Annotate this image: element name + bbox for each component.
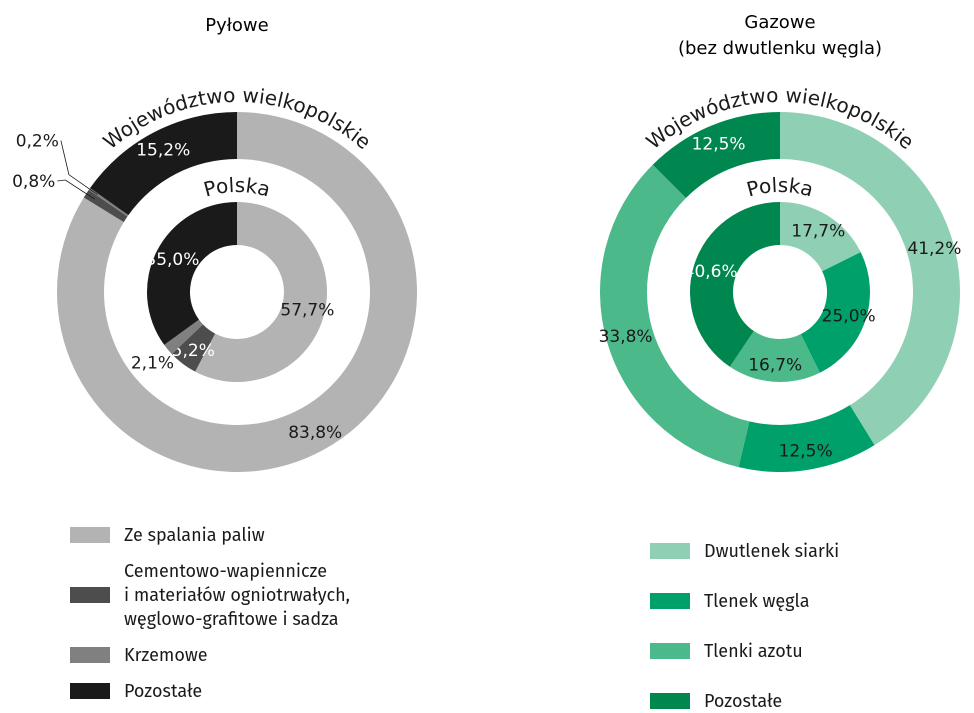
leader-line [57, 179, 95, 200]
data-label: 33,8% [599, 327, 653, 347]
data-label: 12,5% [779, 441, 833, 461]
donut-segment [195, 202, 328, 383]
legend-label: Pozostałe [124, 680, 203, 702]
legend-item: Krzemowe [70, 643, 350, 667]
legend-item: Dwutlenek siarki [650, 539, 839, 563]
data-label: 16,7% [748, 355, 802, 375]
donut-segment [600, 164, 750, 468]
legend-swatch [650, 693, 690, 709]
legend-swatch [70, 683, 110, 699]
data-label: 5,2% [172, 341, 215, 361]
data-label: 40,6% [684, 262, 738, 282]
donut-segment [780, 202, 861, 272]
legend-item: Tlenek węgla [650, 589, 839, 613]
ring-name: Polska [201, 173, 273, 202]
legend-label: Krzemowe [124, 644, 208, 666]
chart-title: Pyłowe [205, 15, 268, 36]
data-label: 57,7% [280, 300, 334, 320]
data-label: 35,0% [145, 250, 199, 270]
legend-label: Tlenek węgla [704, 590, 810, 612]
ring-name: Polska [744, 173, 816, 202]
legend: Dwutlenek siarki Tlenek węgla Tlenki azotu… [650, 539, 839, 713]
legend-label: Ze spalania paliw [124, 524, 265, 546]
data-label: 41,2% [907, 239, 961, 259]
donut-segment [738, 405, 875, 473]
donut-segment [90, 112, 238, 216]
legend-item: Tlenki azotu [650, 639, 839, 663]
legend-label: Cementowo-wapiennicze i materiałów ognio… [124, 560, 350, 630]
legend-label: Tlenki azotu [704, 640, 803, 662]
legend-item: Pozostałe [70, 679, 350, 703]
donut-segment [800, 252, 870, 373]
data-label: 12,5% [692, 135, 746, 155]
legend-swatch [70, 527, 110, 543]
data-label: 17,7% [791, 221, 845, 241]
data-label: 25,0% [822, 306, 876, 326]
chart-title: Gazowe [744, 12, 815, 33]
ring-name-text: Polska [744, 173, 816, 202]
legend-swatch [650, 593, 690, 609]
donut-segment [88, 188, 129, 217]
donut-segment [83, 189, 128, 223]
legend-label: Dwutlenek siarki [704, 540, 840, 562]
donut-segment [729, 331, 820, 382]
donut-segment [171, 324, 216, 372]
leader-line [60, 140, 98, 196]
legend-item: Ze spalania paliw [70, 523, 350, 547]
legend: Ze spalania paliw Cementowo-wapiennicze i… [70, 523, 350, 703]
legend-swatch [70, 587, 110, 603]
legend-swatch [70, 647, 110, 663]
legend-item: Cementowo-wapiennicze i materiałów ognio… [70, 559, 350, 631]
donut-segment [652, 112, 780, 198]
donut-segment [690, 202, 780, 367]
ring-name-text: Polska [201, 173, 273, 202]
chart-subtitle: (bez dwutlenku węgla) [678, 38, 882, 59]
legend-swatch [650, 643, 690, 659]
data-label: 0,2% [16, 132, 59, 152]
chart: Gazowe (bez dwutlenku węgla) 41,2% 12,5% 33,… [599, 12, 961, 473]
legend-item: Pozostałe [650, 689, 839, 713]
data-label: 2,1% [131, 353, 174, 373]
legend-label: Pozostałe [704, 690, 783, 712]
donut-segment [164, 319, 203, 355]
donut-segment [780, 112, 960, 446]
data-label: 15,2% [136, 140, 190, 160]
data-label: 0,8% [12, 172, 55, 192]
legend-swatch [650, 543, 690, 559]
donut-segment [147, 202, 237, 345]
data-label: 83,8% [288, 423, 342, 443]
